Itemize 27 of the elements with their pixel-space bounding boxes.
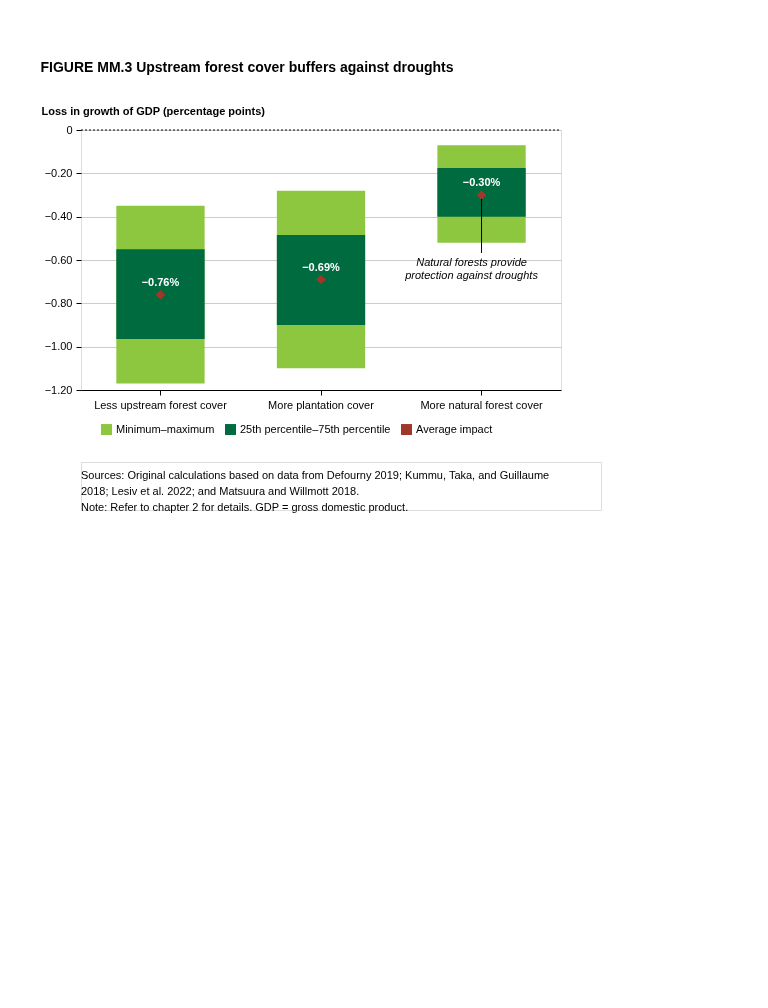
data-label: −0.30% (462, 176, 501, 188)
bar (276, 235, 366, 325)
y-tick-label: −1.20 (44, 383, 73, 396)
x-tick-label: More natural forest cover (420, 398, 543, 411)
data-label: −0.76% (141, 275, 180, 288)
point (155, 289, 166, 300)
y-tick-label: −0.80 (44, 296, 73, 309)
x-tick-label: Less upstream forest cover (94, 398, 228, 411)
point (316, 274, 326, 285)
bar (437, 167, 526, 217)
data-label: −0.69% (302, 260, 341, 273)
legend-label: Average impact (416, 422, 493, 435)
point (476, 190, 487, 200)
y-tick-label: −0.20 (44, 166, 73, 179)
y-axis-title: Loss in growth of GDP (percentage points) (41, 104, 266, 117)
source-note: Sources: Original calculations based on data from Defourny 2019; Kummu, Taka, and Guillaume 2018; Lesiv et al. 2022; and Matsuura and Willmott 2018. (81, 469, 550, 497)
annotation: Natural forests provide protection against droughts (404, 256, 539, 281)
y-tick-label: −0.60 (44, 253, 73, 266)
x-tick-label: More plantation cover (268, 398, 375, 411)
text: Note: Refer to chapter 2 for details. GDP = gross domestic product. (81, 501, 409, 513)
legend-label: 25th percentile–75th percentile (240, 422, 391, 435)
chart-title: FIGURE MM.3 Upstream forest cover buffers against droughts (40, 58, 454, 75)
y-tick-label: −1.00 (44, 340, 73, 353)
y-tick-label: 0 (66, 123, 73, 136)
bar (116, 249, 205, 340)
legend-label: Minimum–maximum (116, 422, 215, 435)
y-tick-label: −0.40 (44, 210, 73, 223)
